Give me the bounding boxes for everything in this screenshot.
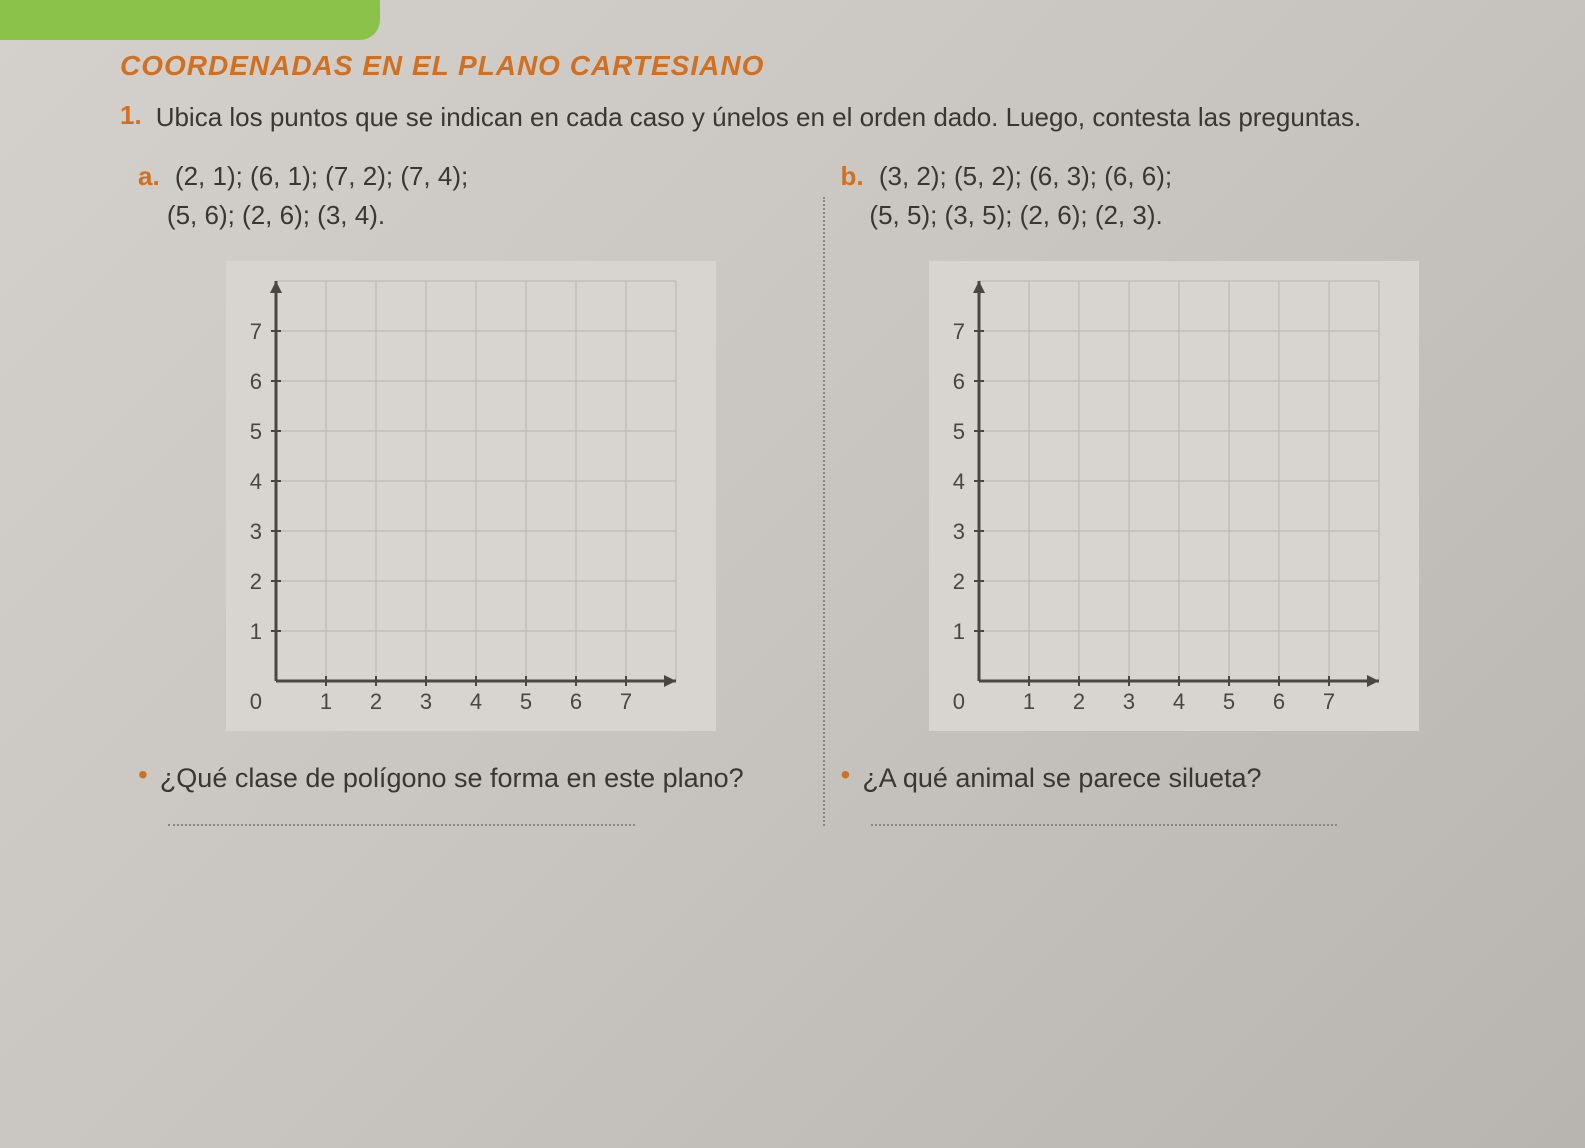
svg-text:6: 6	[953, 369, 965, 394]
question-b-row: • ¿A qué animal se parece silueta?	[841, 761, 1508, 796]
svg-text:4: 4	[1173, 689, 1185, 714]
coords-b-line1: (3, 2); (5, 2); (6, 3); (6, 6);	[879, 161, 1172, 191]
question-a-row: • ¿Qué clase de polígono se forma en est…	[138, 761, 805, 796]
top-green-bar	[0, 0, 380, 40]
svg-text:7: 7	[620, 689, 632, 714]
svg-text:6: 6	[250, 369, 262, 394]
svg-text:6: 6	[1273, 689, 1285, 714]
svg-text:2: 2	[370, 689, 382, 714]
svg-text:3: 3	[250, 519, 262, 544]
question-a: ¿Qué clase de polígono se forma en este …	[160, 761, 744, 796]
svg-text:0: 0	[250, 689, 262, 714]
svg-text:1: 1	[1023, 689, 1035, 714]
section-title: COORDENADAS EN EL PLANO CARTESIANO	[120, 50, 1525, 82]
svg-text:5: 5	[953, 419, 965, 444]
worksheet-page: COORDENADAS EN EL PLANO CARTESIANO 1. Ub…	[0, 0, 1585, 866]
cartesian-grid-a: 1 2 3 4 5 6 7 1 2 3 4 5 6 7 0	[226, 261, 716, 731]
column-divider	[823, 197, 825, 826]
svg-text:7: 7	[1323, 689, 1335, 714]
answer-line-b	[871, 806, 1338, 826]
svg-text:1: 1	[250, 619, 262, 644]
grid-b-wrap: 1 2 3 4 5 6 7 1 2 3 4 5 6 7 0	[841, 261, 1508, 731]
svg-text:4: 4	[250, 469, 262, 494]
coords-b-line2: (5, 5); (3, 5); (2, 6); (2, 3).	[869, 200, 1162, 230]
svg-text:0: 0	[953, 689, 965, 714]
grid-a-wrap: 1 2 3 4 5 6 7 1 2 3 4 5 6 7 0	[138, 261, 805, 731]
svg-text:2: 2	[250, 569, 262, 594]
svg-text:3: 3	[953, 519, 965, 544]
coords-b: b. (3, 2); (5, 2); (6, 3); (6, 6); b. (5…	[841, 157, 1508, 235]
svg-text:6: 6	[570, 689, 582, 714]
answer-line-a	[168, 806, 635, 826]
instruction-row: 1. Ubica los puntos que se indican en ca…	[120, 100, 1525, 135]
svg-text:1: 1	[953, 619, 965, 644]
svg-text:2: 2	[1073, 689, 1085, 714]
coords-a-line2: (5, 6); (2, 6); (3, 4).	[167, 200, 385, 230]
svg-text:5: 5	[520, 689, 532, 714]
bullet-icon: •	[138, 761, 148, 789]
two-column-layout: a. (2, 1); (6, 1); (7, 2); (7, 4); a. (5…	[120, 157, 1525, 826]
instruction-text: Ubica los puntos que se indican en cada …	[156, 100, 1362, 135]
question-number: 1.	[120, 100, 142, 135]
svg-text:4: 4	[953, 469, 965, 494]
svg-text:1: 1	[320, 689, 332, 714]
cartesian-grid-b: 1 2 3 4 5 6 7 1 2 3 4 5 6 7 0	[929, 261, 1419, 731]
question-b: ¿A qué animal se parece silueta?	[862, 761, 1261, 796]
svg-text:2: 2	[953, 569, 965, 594]
coords-a-line1: (2, 1); (6, 1); (7, 2); (7, 4);	[175, 161, 468, 191]
column-a: a. (2, 1); (6, 1); (7, 2); (7, 4); a. (5…	[120, 157, 823, 826]
bullet-icon: •	[841, 761, 851, 789]
svg-text:7: 7	[953, 319, 965, 344]
svg-text:7: 7	[250, 319, 262, 344]
label-b: b.	[841, 161, 864, 191]
column-b: b. (3, 2); (5, 2); (6, 3); (6, 6); b. (5…	[823, 157, 1526, 826]
svg-text:5: 5	[1223, 689, 1235, 714]
svg-text:3: 3	[1123, 689, 1135, 714]
svg-text:5: 5	[250, 419, 262, 444]
label-a: a.	[138, 161, 160, 191]
coords-a: a. (2, 1); (6, 1); (7, 2); (7, 4); a. (5…	[138, 157, 805, 235]
svg-text:3: 3	[420, 689, 432, 714]
svg-text:4: 4	[470, 689, 482, 714]
